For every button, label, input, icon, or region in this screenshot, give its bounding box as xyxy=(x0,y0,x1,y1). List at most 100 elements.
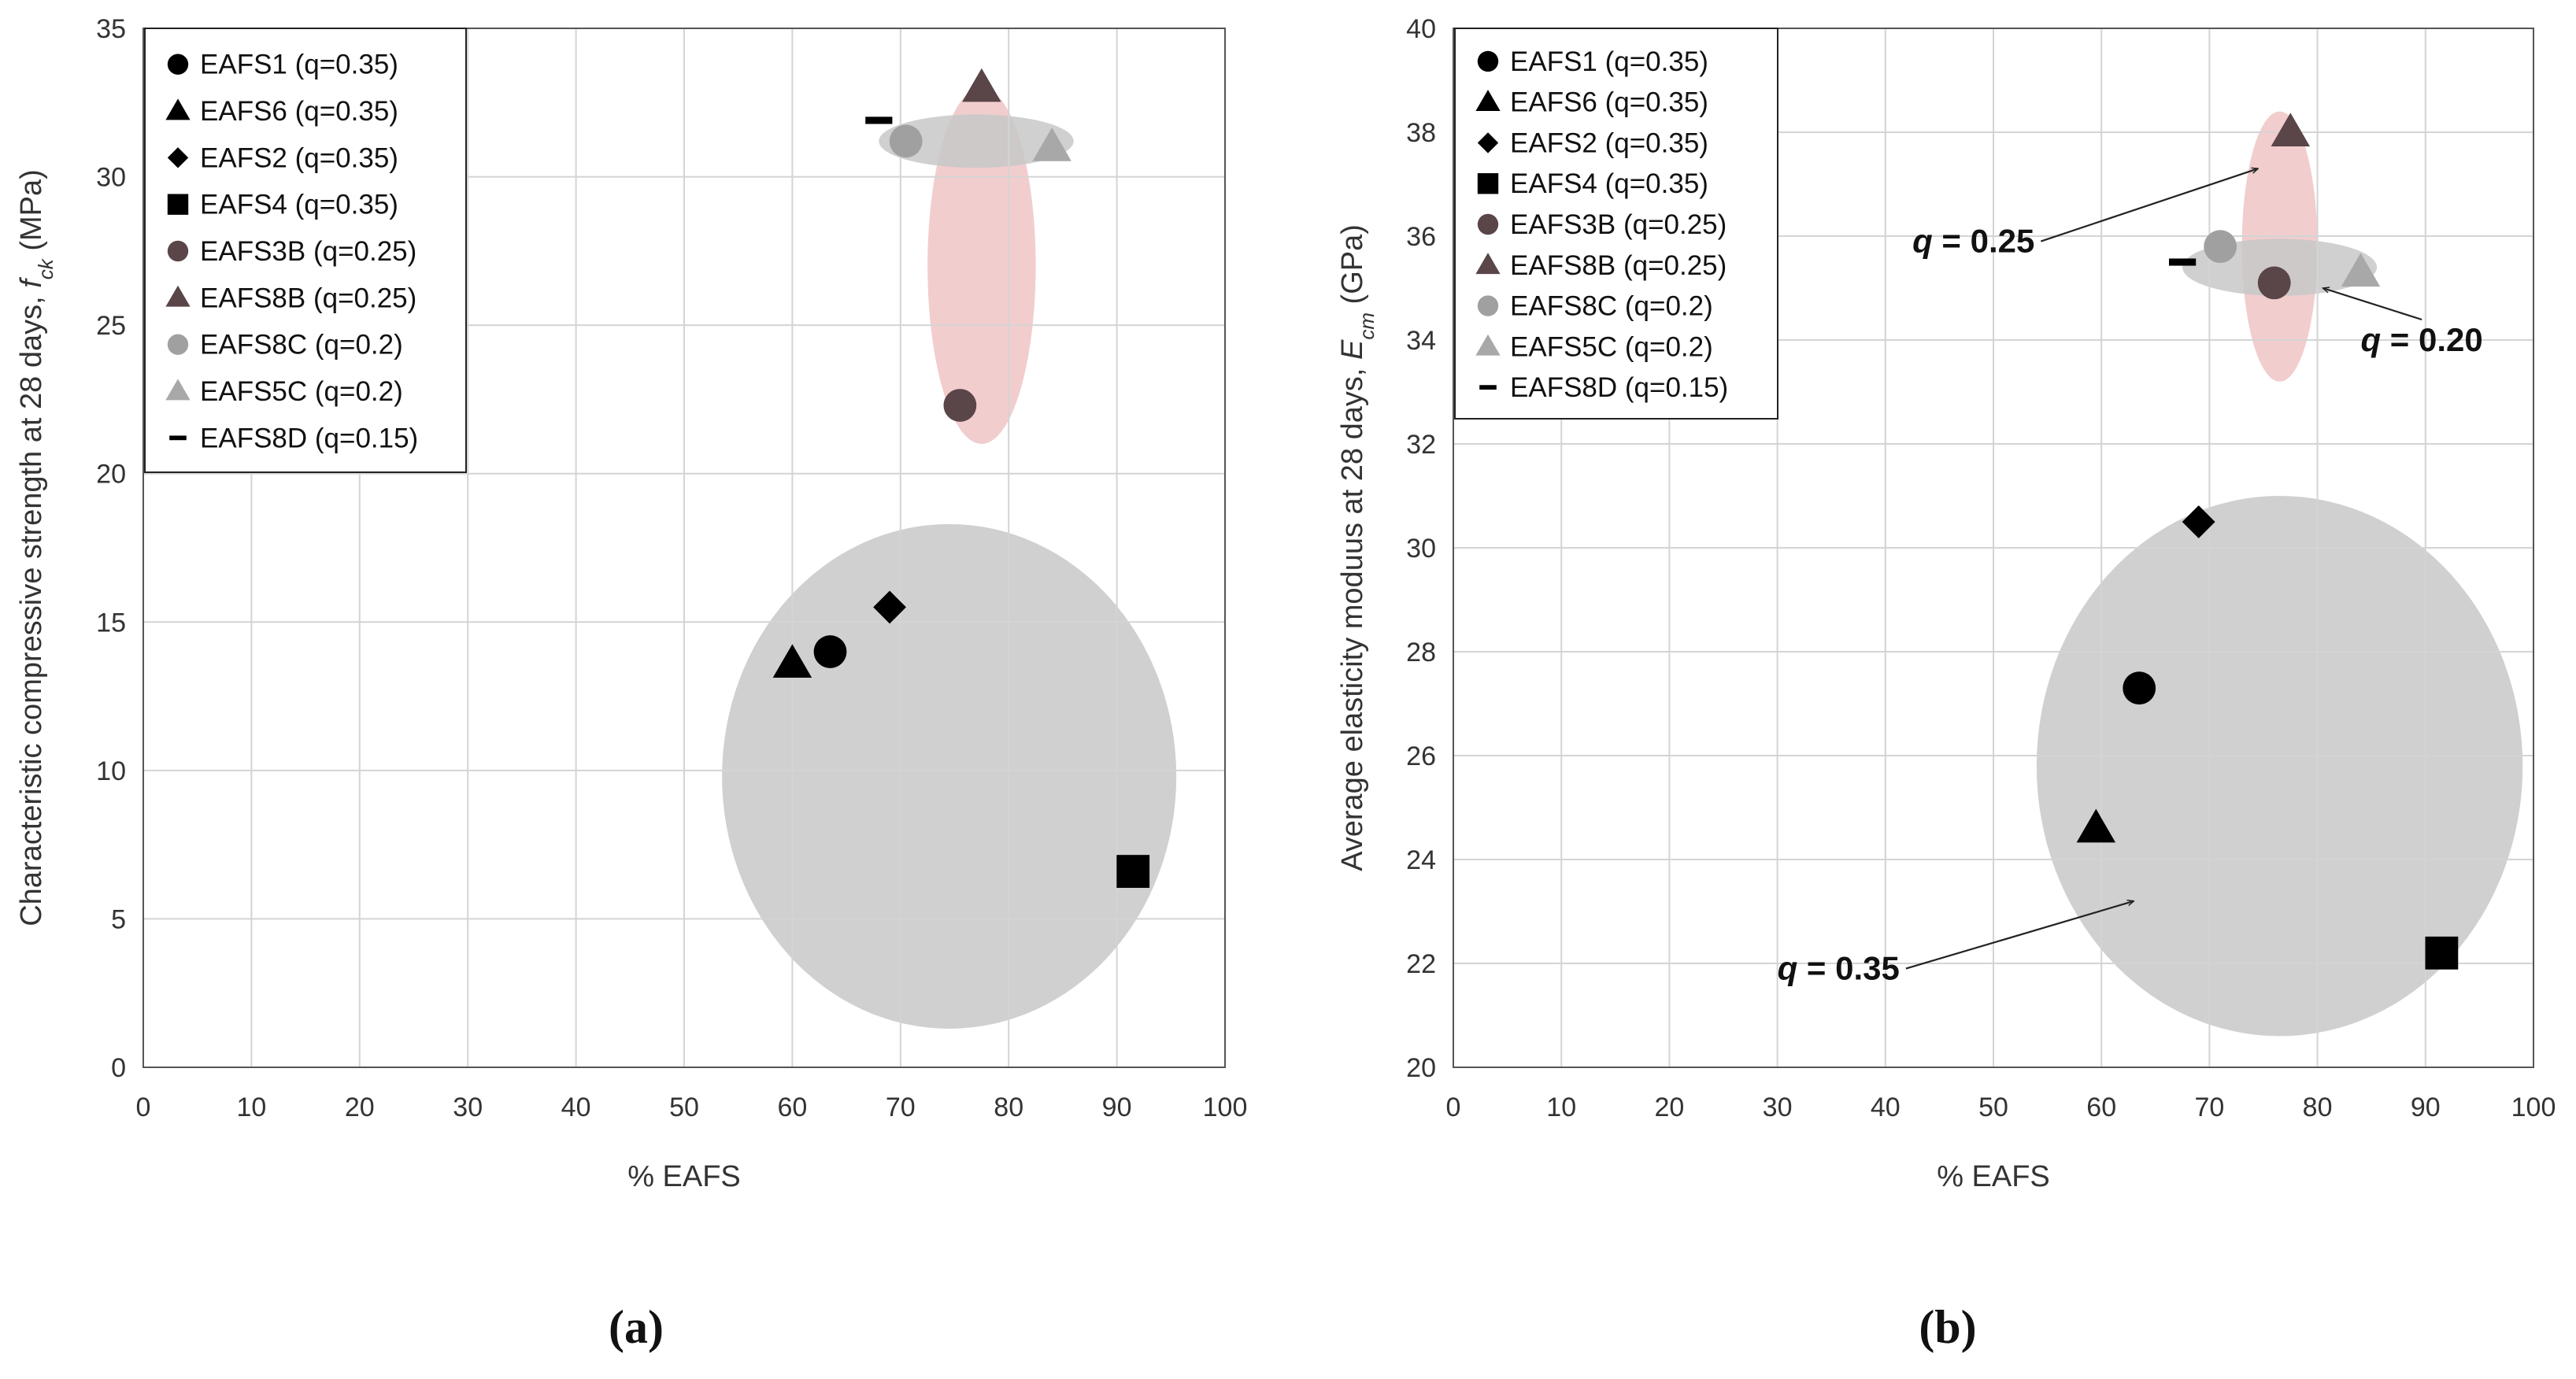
x-axis-title: % EAFS xyxy=(1937,1160,2050,1193)
legend-marker-eafs1 xyxy=(167,54,189,75)
annotations: q = 0.35q = 0.25q = 0.20 xyxy=(1778,168,2483,987)
y-axis-title-sub: ck xyxy=(34,257,57,279)
legend-label: EAFS8C (q=0.2) xyxy=(200,330,403,360)
x-tick-label: 90 xyxy=(2411,1092,2441,1122)
data-point-eafs4 xyxy=(2425,936,2459,970)
y-tick-label: 24 xyxy=(1406,845,1436,875)
panel-label-a: (a) xyxy=(609,1301,664,1353)
annotation-value: = 0.25 xyxy=(1933,223,2035,260)
data-point-eafs6 xyxy=(2076,808,2116,843)
legend-label: EAFS8B (q=0.25) xyxy=(1510,250,1727,281)
y-tick-label: 28 xyxy=(1406,638,1436,667)
y-tick-label: 22 xyxy=(1406,949,1436,979)
x-tick-label: 40 xyxy=(561,1092,591,1122)
x-tick-label: 50 xyxy=(669,1092,699,1122)
y-tick-label: 40 xyxy=(1406,14,1436,44)
data-points xyxy=(2076,113,2459,970)
y-tick-label: 30 xyxy=(1406,534,1436,564)
annotation-label: q = 0.35 xyxy=(1778,950,1900,987)
data-point-eafs3b xyxy=(2257,266,2291,300)
x-tick-label: 20 xyxy=(1654,1092,1684,1122)
legend-marker-eafs8c xyxy=(167,334,189,355)
legend-label: EAFS2 (q=0.35) xyxy=(1510,128,1708,158)
legend-label: EAFS3B (q=0.25) xyxy=(200,236,416,267)
legend-marker-eafs3b xyxy=(1477,213,1499,235)
data-point-eafs1 xyxy=(813,635,847,668)
panel-label-b: (b) xyxy=(1919,1301,1976,1353)
x-tick-label: 30 xyxy=(453,1092,483,1122)
annotation-arrow xyxy=(2322,288,2422,321)
legend-label: EAFS1 (q=0.35) xyxy=(1510,46,1708,77)
legend-marker-eafs5c xyxy=(1475,334,1501,356)
legend-label: EAFS6 (q=0.35) xyxy=(200,96,398,127)
legend: EAFS1 (q=0.35) EAFS6 (q=0.35) EAFS2 (q=0.3… xyxy=(144,28,467,473)
data-point-eafs8b xyxy=(962,68,1001,102)
annotation-arrow xyxy=(2041,168,2258,242)
y-axis-title-var: f xyxy=(15,277,48,288)
shaded-regions xyxy=(722,87,1177,1029)
annotation-value: = 0.20 xyxy=(2381,321,2483,358)
y-tick-label: 38 xyxy=(1406,118,1436,148)
y-tick-label: 10 xyxy=(96,756,126,786)
annotation-value: = 0.35 xyxy=(1797,950,1900,987)
legend-marker-eafs4 xyxy=(167,194,189,215)
y-tick-label: 20 xyxy=(96,460,126,490)
shaded-region-q035 xyxy=(722,523,1177,1029)
y-tick-label: 34 xyxy=(1406,326,1436,356)
data-point-eafs8c xyxy=(2204,230,2237,264)
legend-label: EAFS5C (q=0.2) xyxy=(1510,331,1713,362)
legend-marker-eafs8b xyxy=(1475,253,1501,275)
legend-marker-eafs6 xyxy=(165,98,191,120)
x-tick-label: 10 xyxy=(236,1092,266,1122)
data-point-eafs8b xyxy=(2271,113,2311,146)
legend-label: EAFS6 (q=0.35) xyxy=(1510,87,1708,118)
data-point-eafs5c xyxy=(1032,128,1071,161)
legend-label: EAFS1 (q=0.35) xyxy=(200,50,398,80)
data-point-eafs2 xyxy=(873,590,906,624)
legend-label: EAFS8B (q=0.25) xyxy=(200,283,416,313)
x-tick-label: 80 xyxy=(2303,1092,2333,1122)
x-tick-label: 10 xyxy=(1546,1092,1576,1122)
x-tick-label: 60 xyxy=(2086,1092,2116,1122)
y-axis-title: Average elasticity moduus at 28 days, Ec… xyxy=(1336,224,1379,871)
annotation-q: q xyxy=(1778,950,1798,987)
legend-box xyxy=(1454,28,1778,420)
x-tick-label: 0 xyxy=(136,1092,151,1122)
y-tick-label: 15 xyxy=(96,608,126,638)
data-point-eafs6 xyxy=(772,644,812,678)
y-tick-label: 36 xyxy=(1406,222,1436,252)
x-tick-label: 70 xyxy=(886,1092,916,1122)
legend-box xyxy=(144,28,467,473)
y-axis-title-main: Characteristic compressive strength at 2… xyxy=(15,288,48,926)
legend-label: EAFS4 (q=0.35) xyxy=(200,190,398,220)
annotation-q: q xyxy=(2360,321,2381,358)
legend-label: EAFS4 (q=0.35) xyxy=(1510,168,1708,199)
x-tick-label: 40 xyxy=(1871,1092,1901,1122)
legend-marker-eafs2 xyxy=(1477,132,1499,153)
annotation-label: q = 0.20 xyxy=(2360,321,2482,358)
legend-label: EAFS3B (q=0.25) xyxy=(1510,209,1727,240)
shaded-region-q035 xyxy=(2036,496,2523,1037)
x-tick-label: 100 xyxy=(1203,1092,1248,1122)
x-tick-label: 50 xyxy=(1978,1092,2008,1122)
y-tick-labels: 0 5 10 15 20 25 30 35 xyxy=(96,14,126,1083)
legend-marker-eafs8d xyxy=(1479,385,1497,390)
x-tick-labels: 0 10 20 30 40 50 60 70 80 90 100 xyxy=(1446,1092,2556,1122)
data-points xyxy=(772,68,1150,888)
y-tick-label: 25 xyxy=(96,311,126,341)
y-tick-label: 20 xyxy=(1406,1053,1436,1083)
y-axis-title-sub: cm xyxy=(1355,312,1379,340)
data-point-eafs3b xyxy=(943,389,977,422)
y-tick-label: 0 xyxy=(111,1053,126,1083)
x-axis-title: % EAFS xyxy=(627,1160,741,1193)
legend-label: EAFS8D (q=0.15) xyxy=(1510,372,1728,403)
y-tick-label: 5 xyxy=(111,904,126,934)
shaded-region-q02 xyxy=(879,114,1074,168)
plot-area-frame xyxy=(1453,28,2534,1068)
legend-marker-eafs8c xyxy=(1477,295,1499,316)
data-point-eafs4 xyxy=(1116,855,1150,888)
x-tick-label: 70 xyxy=(2194,1092,2224,1122)
legend-marker-eafs6 xyxy=(1475,90,1501,112)
data-point-eafs8d xyxy=(865,116,893,124)
